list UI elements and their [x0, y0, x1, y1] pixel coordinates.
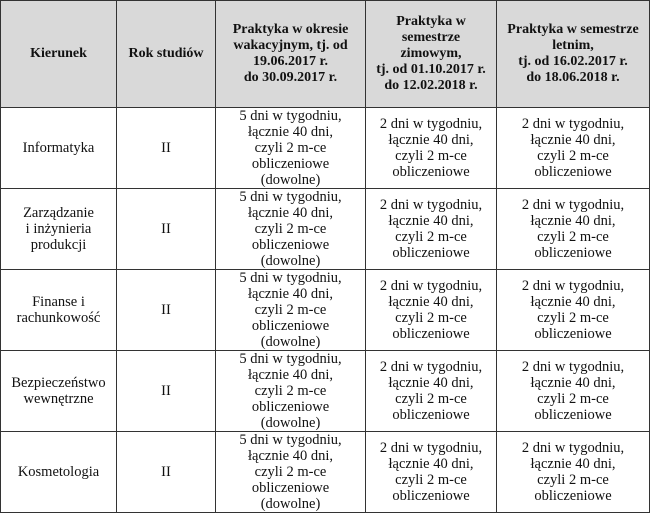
cell-rok: II	[116, 269, 216, 351]
cell-lato: 2 dni w tygodniu, łącznie 40 dni, czyli …	[496, 107, 650, 189]
table-row: Informatyka II 5 dni w tygodniu, łącznie 4…	[0, 107, 650, 189]
cell-zima: 2 dni w tygodniu, łącznie 40 dni, czyli …	[365, 107, 497, 189]
cell-rok: II	[116, 107, 216, 189]
table-row: Zarządzanie i inżynieria produkcji II 5 dn…	[0, 188, 650, 270]
cell-kierunek: Kosmetologia	[0, 431, 117, 513]
header-kierunek: Kierunek	[0, 0, 117, 108]
cell-wakacje: 5 dni w tygodniu, łącznie 40 dni, czyli …	[215, 269, 366, 351]
table-row: Finanse i rachunkowość II 5 dni w tygodniu…	[0, 269, 650, 351]
cell-zima: 2 dni w tygodniu, łącznie 40 dni, czyli …	[365, 350, 497, 432]
cell-wakacje: 5 dni w tygodniu, łącznie 40 dni, czyli …	[215, 350, 366, 432]
cell-rok: II	[116, 431, 216, 513]
cell-kierunek: Bezpieczeństwo wewnętrzne	[0, 350, 117, 432]
header-row: Kierunek Rok studiów Praktyka w okresie …	[0, 0, 650, 108]
cell-zima: 2 dni w tygodniu, łącznie 40 dni, czyli …	[365, 269, 497, 351]
cell-rok: II	[116, 188, 216, 270]
cell-rok: II	[116, 350, 216, 432]
cell-lato: 2 dni w tygodniu, łącznie 40 dni, czyli …	[496, 188, 650, 270]
cell-kierunek: Informatyka	[0, 107, 117, 189]
table-row: Bezpieczeństwo wewnętrzne II 5 dni w tygod…	[0, 350, 650, 432]
cell-kierunek: Zarządzanie i inżynieria produkcji	[0, 188, 117, 270]
cell-lato: 2 dni w tygodniu, łącznie 40 dni, czyli …	[496, 350, 650, 432]
header-praktyka-zima: Praktyka w semestrze zimowym, tj. od 01.…	[365, 0, 497, 108]
cell-lato: 2 dni w tygodniu, łącznie 40 dni, czyli …	[496, 431, 650, 513]
table-row: Kosmetologia II 5 dni w tygodniu, łącznie …	[0, 431, 650, 513]
cell-kierunek: Finanse i rachunkowość	[0, 269, 117, 351]
cell-zima: 2 dni w tygodniu, łącznie 40 dni, czyli …	[365, 431, 497, 513]
header-praktyka-lato: Praktyka w semestrze letnim, tj. od 16.0…	[496, 0, 650, 108]
header-rok-studiow: Rok studiów	[116, 0, 216, 108]
cell-wakacje: 5 dni w tygodniu, łącznie 40 dni, czyli …	[215, 188, 366, 270]
cell-lato: 2 dni w tygodniu, łącznie 40 dni, czyli …	[496, 269, 650, 351]
cell-zima: 2 dni w tygodniu, łącznie 40 dni, czyli …	[365, 188, 497, 270]
header-praktyka-wakacje: Praktyka w okresie wakacyjnym, tj. od 19…	[215, 0, 366, 108]
cell-wakacje: 5 dni w tygodniu, łącznie 40 dni, czyli …	[215, 107, 366, 189]
cell-wakacje: 5 dni w tygodniu, łącznie 40 dni, czyli …	[215, 431, 366, 513]
